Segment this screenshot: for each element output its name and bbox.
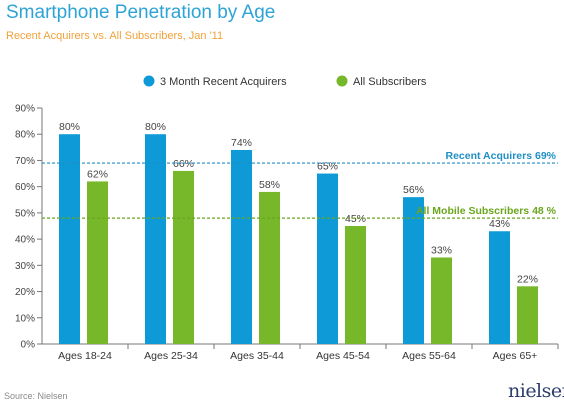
- bar: [145, 134, 166, 344]
- x-tick-label: Ages 65+: [493, 350, 538, 362]
- x-tick-label: Ages 45-54: [316, 350, 370, 362]
- legend-swatch: [143, 75, 155, 87]
- data-label: 80%: [145, 121, 166, 133]
- data-label: 66%: [173, 158, 194, 170]
- data-label: 74%: [231, 137, 252, 149]
- y-tick-label: 70%: [15, 156, 35, 167]
- bar: [431, 257, 452, 344]
- x-tick-label: Ages 35-44: [230, 350, 284, 362]
- y-tick-label: 60%: [15, 182, 35, 193]
- bar: [517, 286, 538, 344]
- y-tick-label: 10%: [15, 313, 35, 324]
- bar: [317, 173, 338, 344]
- x-tick-label: Ages 25-34: [144, 350, 198, 362]
- bars: 80% 62% 80% 66% 74% 58% 65% 45% 56% 33% 43% 22%: [59, 121, 538, 344]
- data-label: 33%: [431, 244, 452, 256]
- brand-logo: nielsen: [508, 380, 564, 402]
- y-tick-label: 30%: [15, 261, 35, 272]
- data-label: 22%: [517, 273, 538, 285]
- data-label: 43%: [489, 218, 510, 230]
- bar: [403, 197, 424, 344]
- data-label: 56%: [403, 184, 424, 196]
- bar: [489, 231, 510, 344]
- y-tick-label: 40%: [15, 235, 35, 246]
- source-note: Source: Nielsen: [4, 391, 68, 401]
- y-tick-label: 0%: [21, 340, 36, 351]
- axes: 0% 10% 20% 30% 40% 50% 60% 70% 80% 90% Ages 18-24 A…: [15, 104, 559, 362]
- y-tick-label: 20%: [15, 287, 35, 298]
- bar: [231, 149, 252, 344]
- x-tick-label: Ages 18-24: [58, 350, 112, 362]
- reference-line-label: All Mobile Subscribers 48 %: [416, 205, 557, 217]
- bar: [259, 191, 280, 344]
- bar: [173, 170, 194, 344]
- data-label: 65%: [317, 161, 338, 173]
- data-label: 45%: [345, 213, 366, 225]
- chart-title: Smartphone Penetration by Age: [6, 2, 276, 23]
- reference-line-label: Recent Acquirers 69%: [446, 150, 557, 162]
- y-tick-label: 80%: [15, 130, 35, 141]
- bar: [59, 134, 80, 344]
- data-label: 80%: [59, 121, 80, 133]
- bar: [87, 181, 108, 344]
- x-tick-label: Ages 55-64: [402, 350, 456, 362]
- legend: 3 Month Recent Acquirers All Subscribers: [143, 75, 427, 88]
- y-tick-label: 90%: [15, 104, 35, 115]
- y-tick-label: 50%: [15, 208, 35, 219]
- data-label: 58%: [259, 179, 280, 191]
- reference-lines: Recent Acquirers 69% All Mobile Subscribe…: [42, 150, 558, 219]
- data-label: 62%: [87, 168, 108, 180]
- bar: [345, 226, 366, 344]
- legend-label: 3 Month Recent Acquirers: [160, 76, 287, 88]
- legend-swatch: [336, 75, 348, 87]
- legend-label: All Subscribers: [353, 76, 427, 88]
- chart-subtitle: Recent Acquirers vs. All Subscribers, Ja…: [6, 30, 224, 42]
